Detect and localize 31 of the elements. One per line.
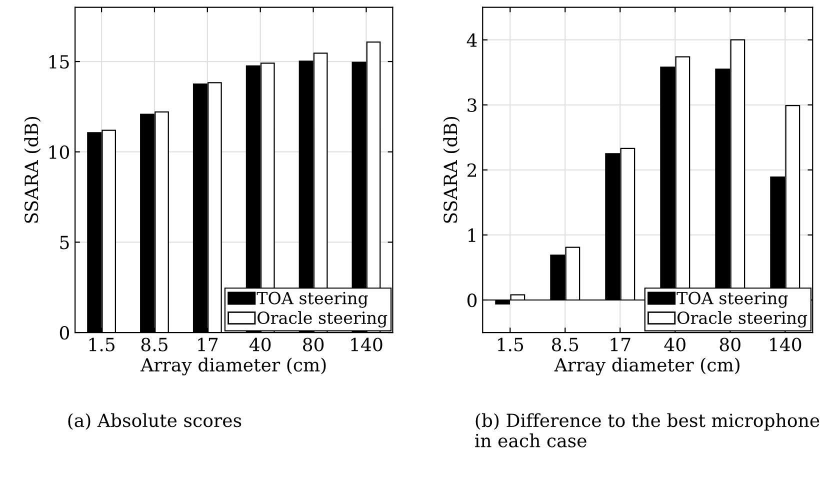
y-tick-label: 15 bbox=[49, 54, 69, 69]
legend-label: TOA steering bbox=[676, 292, 788, 308]
y-tick-label: 0 bbox=[467, 293, 477, 308]
legend-label: Oracle steering bbox=[677, 311, 808, 328]
x-tick-label: 8.5 bbox=[552, 338, 578, 352]
y-tick-label: 3 bbox=[468, 98, 476, 112]
x-tick-label: 1.5 bbox=[89, 338, 115, 352]
legend-label: Oracle steering bbox=[258, 311, 388, 328]
x-tick-label: 1.5 bbox=[498, 338, 524, 352]
y-tick-label: 5 bbox=[60, 236, 69, 250]
x-tick-label: 8.5 bbox=[141, 338, 168, 352]
text: (b) Difference to the best microphone in each case bbox=[475, 413, 820, 448]
x-axis-title: Array diameter (cm) bbox=[140, 358, 326, 376]
x-tick-label: 17 bbox=[610, 338, 630, 352]
y-axis-title: SSARA (dB) bbox=[443, 116, 460, 223]
x-tick-label: 140 bbox=[770, 338, 802, 352]
y-axis-title: SSARA (dB) bbox=[24, 116, 41, 223]
text: (a) Absolute scores bbox=[68, 413, 242, 430]
x-tick-label: 80 bbox=[720, 338, 740, 352]
legend-label: TOA steering bbox=[256, 292, 368, 308]
y-tick-label: 0 bbox=[60, 326, 70, 340]
y-tick-label: 2 bbox=[468, 163, 476, 177]
x-tick-label: 17 bbox=[198, 338, 218, 352]
x-tick-label: 80 bbox=[303, 338, 324, 352]
x-axis-title: Array diameter (cm) bbox=[554, 358, 740, 376]
x-tick-label: 40 bbox=[664, 338, 686, 352]
x-tick-label: 140 bbox=[351, 338, 382, 352]
y-tick-label: 1 bbox=[468, 228, 476, 242]
y-tick-label: 4 bbox=[466, 33, 477, 47]
x-tick-label: 40 bbox=[249, 338, 271, 352]
y-tick-label: 10 bbox=[49, 145, 70, 159]
